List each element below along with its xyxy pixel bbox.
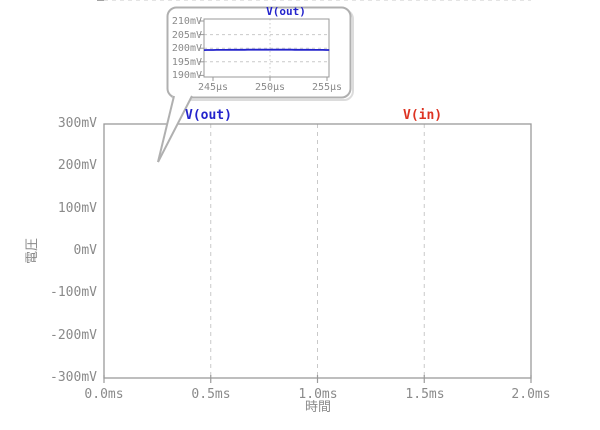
y-tick-label: 100mV [57,201,97,216]
x-tick-label: 1.0ms [298,387,338,402]
y-tick-label: -200mV [50,328,97,343]
x-axis-title: 時間 [304,400,331,415]
x-tick-label: 0.0ms [84,387,124,402]
x-tick-label: 2.0ms [511,387,551,402]
callout-tail-edge [157,95,193,163]
y-tick-label: 0mV [73,243,97,258]
x-tick-label: 0.5ms [191,387,231,402]
y-tick-label: -300mV [50,370,97,385]
inset-y-tick-label: 195mV [171,57,202,68]
inset-plot-border [203,18,330,78]
callout-tail-edge [157,95,175,163]
main-plot-border [103,123,532,379]
y-tick-label: 200mV [57,158,97,173]
y-tick-label: -100mV [50,285,97,300]
callout-bubble [166,6,352,99]
inset-x-tick-label: 245µs [197,82,229,93]
inset-y-tick-label: 205mV [171,30,202,41]
legend-vout: V(out) [185,108,232,123]
y-axis-title: 電圧 [25,238,40,265]
inset-x-tick-label: 255µs [311,82,343,93]
inset-title: V(out) [266,5,306,18]
inset-y-tick-label: 200mV [171,43,202,54]
inset-y-tick-label: 210mV [171,16,202,27]
y-tick-label: 300mV [57,116,97,131]
inset-y-tick-label: 190mV [171,70,202,81]
inset-x-tick-label: 250µs [254,82,286,93]
legend-vin: V(in) [403,108,443,123]
x-tick-label: 1.5ms [405,387,445,402]
